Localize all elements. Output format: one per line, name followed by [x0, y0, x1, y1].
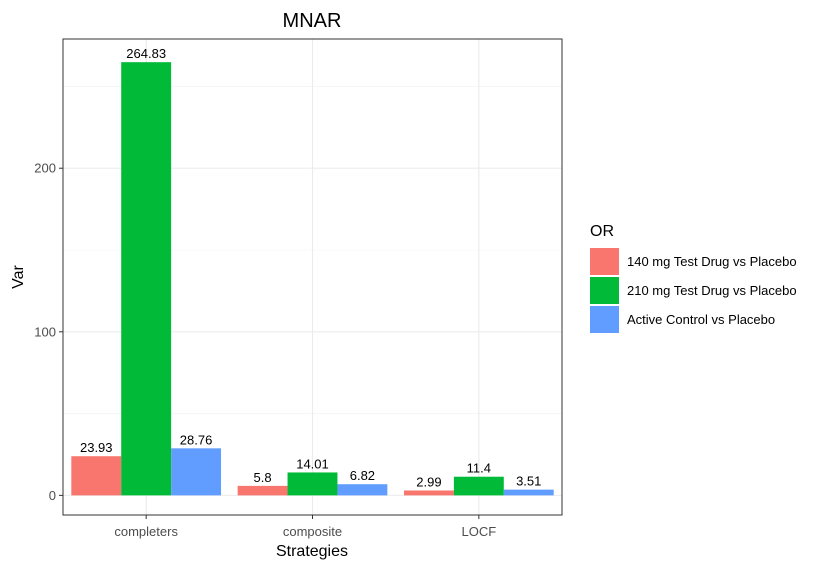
bar: [121, 62, 172, 496]
legend-items: 140 mg Test Drug vs Placebo 210 mg Test D…: [590, 248, 797, 333]
y-tick-label: 0: [49, 488, 56, 503]
x-tick-label: composite: [283, 524, 342, 539]
bar: [287, 472, 338, 496]
y-axis-title: Var: [10, 264, 27, 288]
legend-key: [590, 277, 619, 304]
bars: [71, 62, 554, 496]
legend-label: Active Control vs Placebo: [627, 312, 775, 327]
data-label: 2.99: [416, 474, 441, 489]
data-label: 3.51: [516, 474, 541, 489]
data-label: 6.82: [350, 468, 375, 483]
data-labels: 23.93 264.83 28.76 5.8 14.01 6.82 2.99 11.4 3.51: [80, 46, 541, 489]
data-label: 23.93: [80, 440, 113, 455]
y-axis: 0 100 200: [34, 161, 63, 503]
legend-key: [590, 306, 619, 333]
x-axis-title: Strategies: [276, 543, 348, 560]
y-tick-label: 200: [34, 161, 56, 176]
legend-key: [590, 248, 619, 275]
data-label: 264.83: [126, 46, 166, 61]
data-label: 11.4: [467, 461, 491, 476]
data-label: 5.8: [254, 470, 272, 485]
data-label: 28.76: [180, 432, 213, 447]
bar: [403, 490, 454, 496]
bar: [171, 448, 222, 496]
legend: OR 140 mg Test Drug vs Placebo 210 mg Tes…: [590, 223, 797, 333]
legend-label: 140 mg Test Drug vs Placebo: [627, 254, 797, 269]
y-tick-label: 100: [34, 324, 56, 339]
data-label: 14.01: [296, 456, 329, 471]
bar: [503, 489, 554, 496]
bar: [71, 456, 122, 496]
x-axis: completers composite LOCF: [114, 515, 496, 539]
bar: [453, 476, 504, 496]
bar: [237, 485, 288, 496]
bar: [337, 484, 388, 496]
legend-label: 210 mg Test Drug vs Placebo: [627, 283, 797, 298]
chart-title: MNAR: [283, 10, 342, 32]
x-tick-label: LOCF: [461, 524, 496, 539]
legend-title: OR: [590, 223, 614, 240]
x-tick-label: completers: [114, 524, 178, 539]
